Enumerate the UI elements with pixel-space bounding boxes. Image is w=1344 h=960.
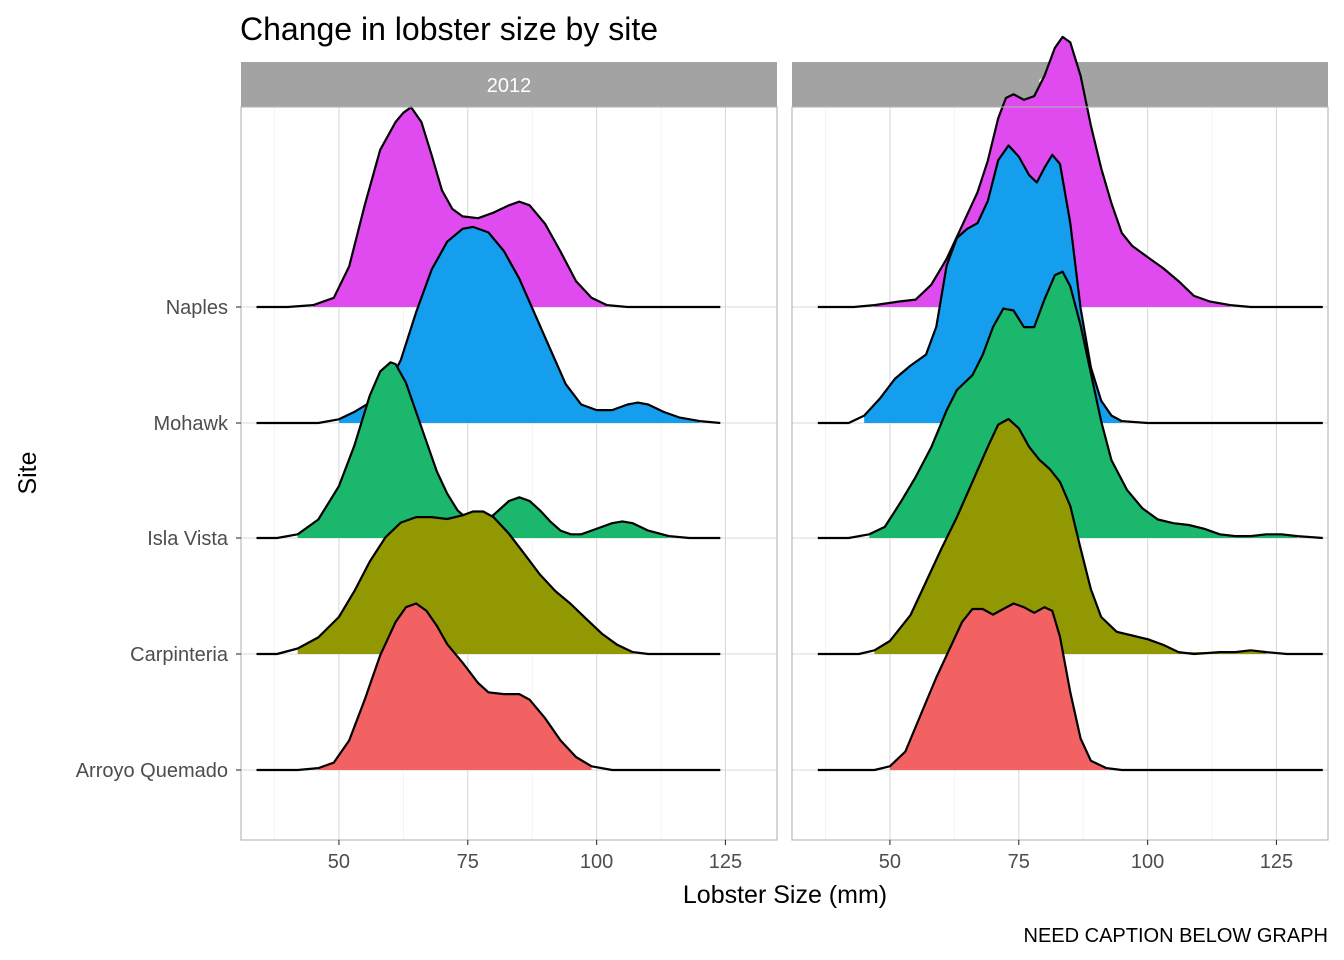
chart-caption: NEED CAPTION BELOW GRAPH — [1024, 925, 1329, 947]
x-axis-title: Lobster Size (mm) — [683, 881, 887, 909]
x-tick-label: 50 — [328, 851, 350, 873]
x-tick-label: 125 — [1260, 851, 1293, 873]
panel-2018: 20185075100125 — [791, 35, 1329, 873]
ridge-naples — [256, 106, 721, 309]
ridge-mohawk — [256, 225, 721, 425]
ridge-outline — [817, 417, 1323, 656]
ridge-arroyo-quemado — [256, 602, 721, 772]
ridge-carpinteria — [256, 510, 721, 656]
ridge-area — [338, 226, 700, 423]
ridge-outline — [256, 106, 721, 309]
ridge-outline — [256, 510, 721, 656]
x-tick-label: 100 — [1131, 851, 1164, 873]
panel-border — [791, 106, 1329, 841]
y-tick-label: Arroyo Quemado — [76, 760, 228, 782]
ridge-area — [297, 362, 669, 538]
facet-strip-label: 2012 — [487, 75, 532, 97]
x-tick-label: 75 — [457, 851, 479, 873]
panel-2012: 2012 50 75 100 125 — [240, 62, 778, 873]
ridge-arroyo-quemado — [817, 602, 1323, 772]
ridge-area — [889, 603, 1107, 770]
x-tick-label: 50 — [879, 851, 901, 873]
y-tick-label: Naples — [166, 297, 228, 319]
ridge-outline — [817, 602, 1323, 772]
ridge-area — [318, 603, 592, 770]
facet-strip — [241, 62, 777, 107]
y-tick-label: Isla Vista — [147, 528, 229, 550]
y-axis-tick-labels: Arroyo Quemado Carpinteria Isla Vista Mohaw… — [76, 297, 241, 782]
y-tick-label: Carpinteria — [130, 644, 229, 666]
ridge-area — [313, 107, 607, 307]
ridge-outline — [817, 35, 1323, 309]
x-tick-label: 100 — [580, 851, 613, 873]
facet-panels: 2012507510012520185075100125 — [240, 35, 1329, 873]
x-tick-label: 75 — [1008, 851, 1030, 873]
x-tick-label: 125 — [709, 851, 742, 873]
chart-title: Change in lobster size by site — [240, 11, 658, 47]
ridge-carpinteria — [817, 417, 1323, 656]
ridge-outline — [817, 144, 1323, 425]
ridge-area — [874, 419, 1267, 654]
ridge-outline — [256, 602, 721, 772]
y-axis-title: Site — [14, 451, 42, 494]
ridge-area — [297, 511, 633, 654]
ridge-outline — [817, 270, 1323, 540]
panel-border — [240, 106, 778, 841]
y-tick-label: Mohawk — [154, 413, 229, 435]
